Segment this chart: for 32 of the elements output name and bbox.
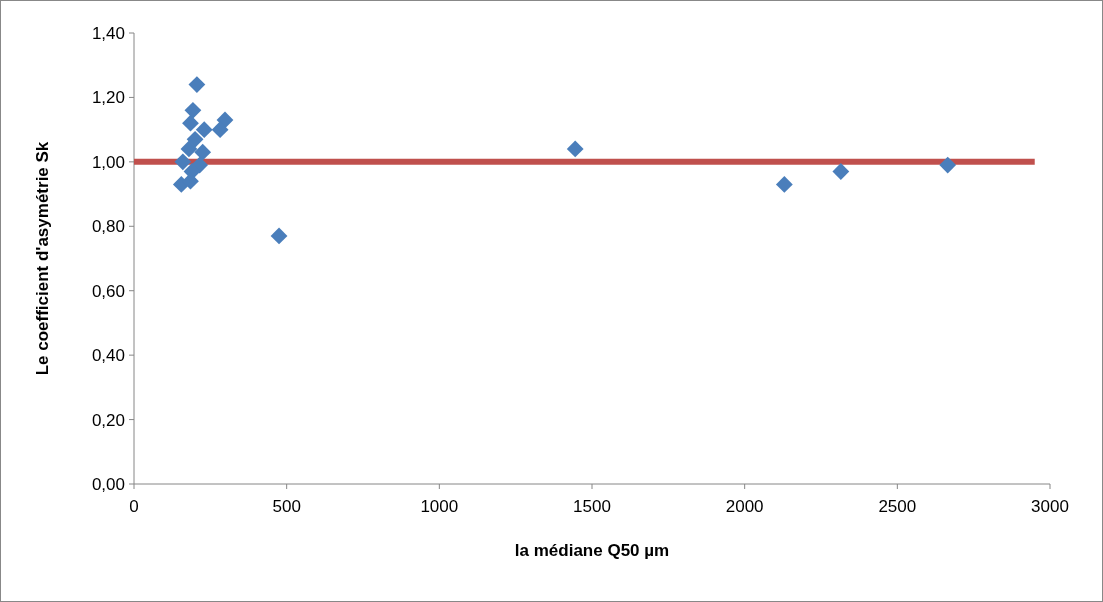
- point: [775, 176, 793, 193]
- point: [194, 143, 212, 161]
- y-tick-label: 1,00: [91, 152, 125, 172]
- x-tick-label: 2000: [725, 497, 764, 516]
- point: [184, 101, 202, 119]
- x-tick-label: 1500: [573, 497, 611, 516]
- x-tick-label: 2500: [878, 497, 917, 516]
- point: [216, 111, 234, 129]
- x-tick-label: 1000: [420, 497, 459, 516]
- y-tick-label: 1,40: [91, 23, 125, 43]
- point: [939, 156, 957, 174]
- y-tick-label: 0,80: [91, 217, 125, 237]
- point: [180, 140, 198, 158]
- point: [270, 227, 288, 245]
- y-tick-label: 1,20: [91, 88, 125, 108]
- point: [174, 153, 192, 171]
- point: [832, 163, 850, 180]
- y-tick-label: 0,40: [91, 346, 125, 366]
- y-tick-label: 0,60: [91, 281, 125, 301]
- x-tick-label: 0: [129, 497, 139, 516]
- point: [211, 121, 229, 139]
- point: [195, 121, 213, 139]
- point: [566, 140, 584, 158]
- y-tick-label: 0,00: [91, 474, 125, 494]
- y-tick-label: 0,20: [91, 410, 125, 430]
- point: [188, 76, 206, 93]
- point: [182, 114, 199, 132]
- y-axis-title: Le coefficient d'asymétrie Sk: [33, 141, 52, 376]
- x-axis-title: la médiane Q50 µm: [514, 541, 670, 560]
- x-tick-label: 3000: [1031, 497, 1069, 516]
- x-tick-label: 500: [272, 497, 301, 516]
- point: [186, 130, 204, 148]
